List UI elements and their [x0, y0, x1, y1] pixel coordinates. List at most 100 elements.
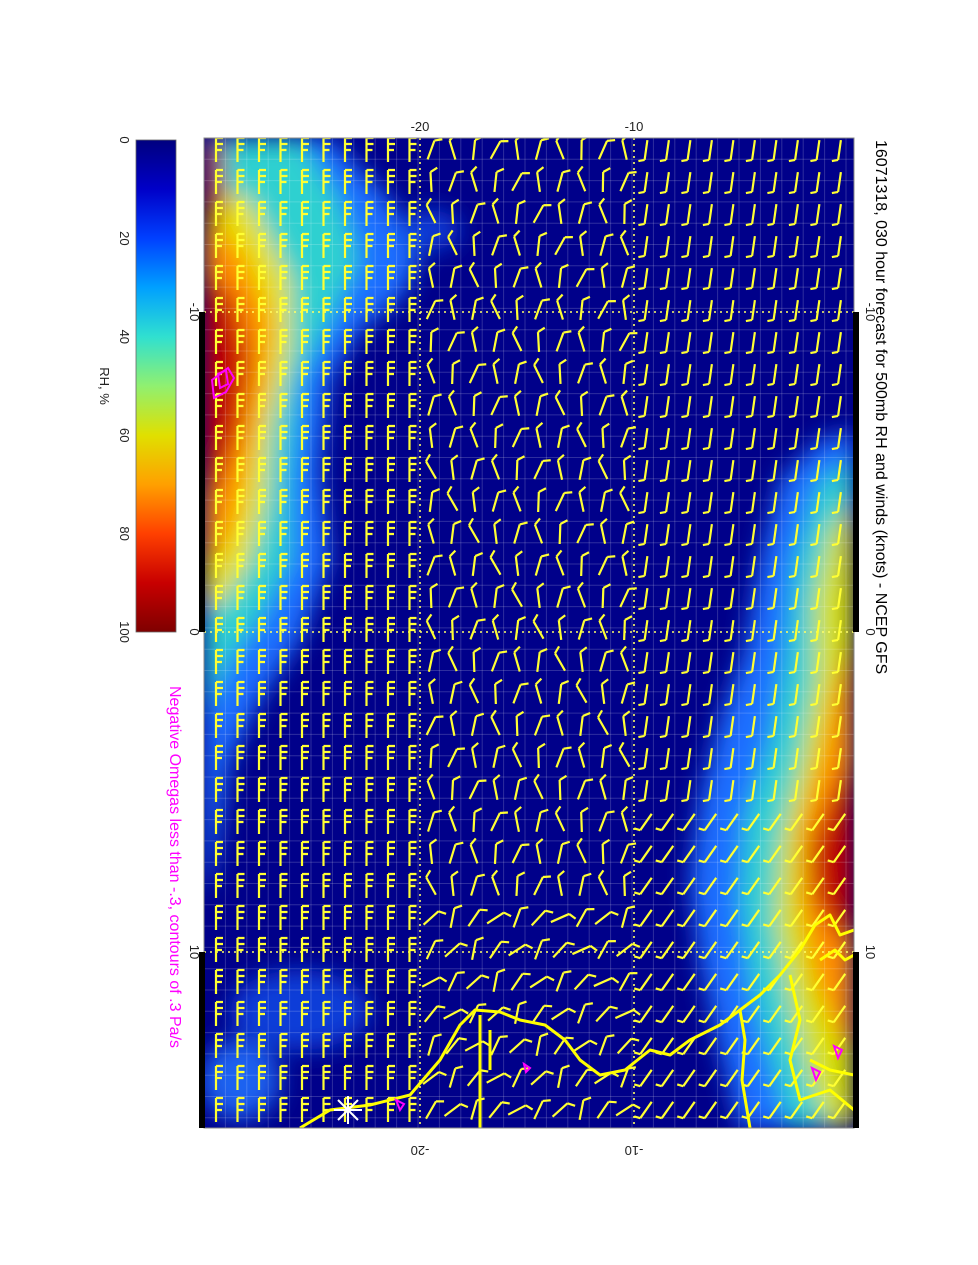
wind-barb — [408, 296, 417, 322]
wind-barb — [465, 974, 490, 990]
wind-barb — [236, 168, 245, 194]
wind-barb — [810, 491, 821, 515]
wind-barb — [515, 455, 525, 481]
wind-barb — [681, 459, 692, 483]
wind-barb — [557, 424, 570, 449]
wind-barb — [767, 395, 778, 419]
wind-barb — [236, 584, 245, 610]
wind-barb — [638, 459, 649, 483]
wind-barb — [698, 1101, 718, 1120]
wind-barb — [511, 741, 523, 768]
wind-barb — [300, 488, 309, 514]
wind-barb — [533, 773, 544, 800]
wind-barb — [537, 742, 546, 769]
wind-barb — [702, 459, 713, 483]
wind-barb — [447, 645, 458, 672]
wind-barb — [597, 940, 616, 960]
wind-barb — [788, 395, 799, 419]
wind-barb — [386, 392, 395, 418]
wind-barb — [408, 1064, 417, 1090]
wind-barb — [762, 877, 782, 896]
wind-barb — [515, 294, 524, 321]
wind-barb — [429, 582, 439, 609]
wind-barb — [702, 331, 713, 355]
wind-barb — [745, 331, 756, 355]
wind-barb — [633, 1005, 653, 1024]
wind-barb — [279, 680, 288, 706]
wind-barb — [655, 1101, 675, 1120]
wind-barb — [343, 296, 352, 322]
wind-barb — [214, 520, 223, 546]
wind-barb — [655, 845, 675, 864]
wind-barb — [638, 171, 649, 195]
wind-barb — [427, 809, 443, 832]
wind-barb — [558, 358, 567, 385]
wind-barb — [600, 678, 609, 705]
wind-barb — [365, 744, 374, 770]
wind-barb — [638, 331, 649, 355]
wind-barb — [579, 646, 588, 673]
left-tick-label: 0 — [187, 628, 202, 635]
wind-barb — [702, 427, 713, 451]
wind-barb — [571, 944, 598, 956]
wind-barb — [429, 743, 440, 769]
wind-barb — [493, 167, 505, 193]
wind-barb — [300, 872, 309, 898]
wind-barb — [810, 299, 821, 323]
wind-barb — [343, 968, 352, 994]
wind-barb — [638, 651, 649, 675]
wind-barb — [490, 811, 509, 832]
wind-barb — [513, 645, 521, 672]
wind-barb — [487, 1006, 511, 1022]
wind-barb — [386, 488, 395, 514]
wind-barb — [451, 359, 461, 385]
wind-barb — [659, 459, 670, 483]
top-axis-ticks: -20 -10 — [411, 119, 644, 134]
wind-barb — [633, 1101, 653, 1120]
wind-barb — [408, 712, 417, 738]
wind-barb — [236, 552, 245, 578]
wind-barb — [365, 840, 374, 866]
wind-barb — [681, 747, 692, 771]
wind-barb — [595, 1005, 618, 1023]
wind-barb — [450, 454, 459, 481]
wind-barb — [514, 199, 526, 225]
wind-barb — [599, 357, 607, 384]
wind-barb — [633, 973, 653, 992]
wind-barb — [236, 616, 245, 642]
wind-barb — [343, 584, 352, 610]
wind-barb — [322, 648, 331, 674]
wind-barb — [408, 648, 417, 674]
wind-barb — [472, 807, 483, 833]
bottom-tick-label: -20 — [411, 1143, 430, 1158]
wind-barb — [386, 776, 395, 802]
wind-barb — [655, 813, 675, 832]
wind-barb — [618, 972, 638, 992]
wind-barb — [767, 619, 778, 643]
wind-barb — [214, 1064, 223, 1090]
border-line-5 — [809, 1058, 854, 1077]
wind-barb — [533, 1099, 551, 1120]
wind-barb — [557, 198, 566, 225]
wind-barb — [300, 296, 309, 322]
wind-barb — [535, 808, 549, 833]
wind-barb — [659, 203, 670, 227]
wind-barb — [536, 166, 545, 193]
wind-barb — [236, 936, 245, 962]
wind-barb — [659, 555, 670, 579]
wind-barb — [767, 491, 778, 515]
wind-barb — [365, 1064, 374, 1090]
wind-barb — [408, 968, 417, 994]
wind-barb — [767, 171, 778, 195]
wind-barb — [810, 395, 821, 419]
wind-barb — [472, 230, 481, 257]
wind-barb — [638, 555, 649, 579]
wind-barb — [698, 909, 718, 928]
wind-barb — [533, 714, 551, 736]
wind-barb — [676, 813, 696, 832]
wind-barb — [279, 1032, 288, 1058]
wind-barb — [633, 813, 653, 832]
wind-barb — [386, 680, 395, 706]
wind-barb — [831, 299, 842, 323]
wind-barb — [514, 1000, 527, 1025]
